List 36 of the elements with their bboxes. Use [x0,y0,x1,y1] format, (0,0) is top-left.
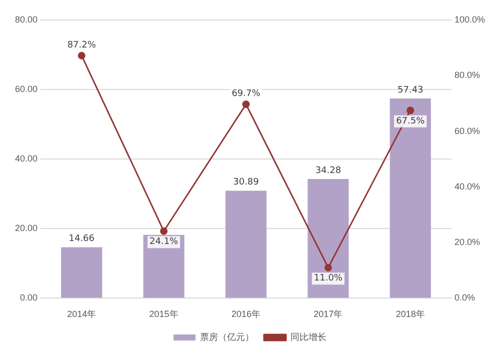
data-label: 34.28 [315,166,342,176]
bar [225,190,267,298]
point [406,106,414,114]
point [324,264,332,272]
data-label: 14.66 [68,234,95,244]
point [242,100,250,108]
x-tick-label: 2014年 [67,309,96,320]
y2-tick-label: 40.0% [454,181,480,192]
y-tick-label: 40.00 [14,154,38,164]
point [160,227,168,235]
y2-tick-label: 60.0% [454,126,480,136]
legend-label: 同比增长 [290,332,326,342]
data-label: 67.5% [396,116,426,126]
y2-tick-label: 0.0% [454,292,475,303]
point [78,52,86,60]
data-label: 30.89 [233,178,260,188]
x-tick-label: 2016年 [231,309,261,320]
x-tick-label: 2015年 [149,309,178,320]
y-tick-label: 60.00 [14,84,38,94]
data-label: 69.7% [232,89,261,100]
data-label: 87.2% [67,40,96,50]
y2-tick-label: 80.0% [454,70,480,80]
y-tick-label: 20.00 [14,223,38,234]
x-tick-label: 2018年 [396,309,425,320]
data-label: 24.1% [150,237,179,247]
y-tick-label: 0.00 [20,292,38,303]
x-tick-label: 2017年 [314,309,343,320]
bar [390,98,431,298]
y2-tick-label: 100.0% [454,14,486,24]
bar [61,247,102,298]
data-label: 57.43 [397,85,424,96]
y-tick-label: 80.00 [14,14,38,24]
legend-label: 票房（亿元） [200,332,254,342]
bar [308,178,349,298]
y2-tick-label: 20.0% [454,237,480,248]
data-label: 11.0% [314,273,343,284]
